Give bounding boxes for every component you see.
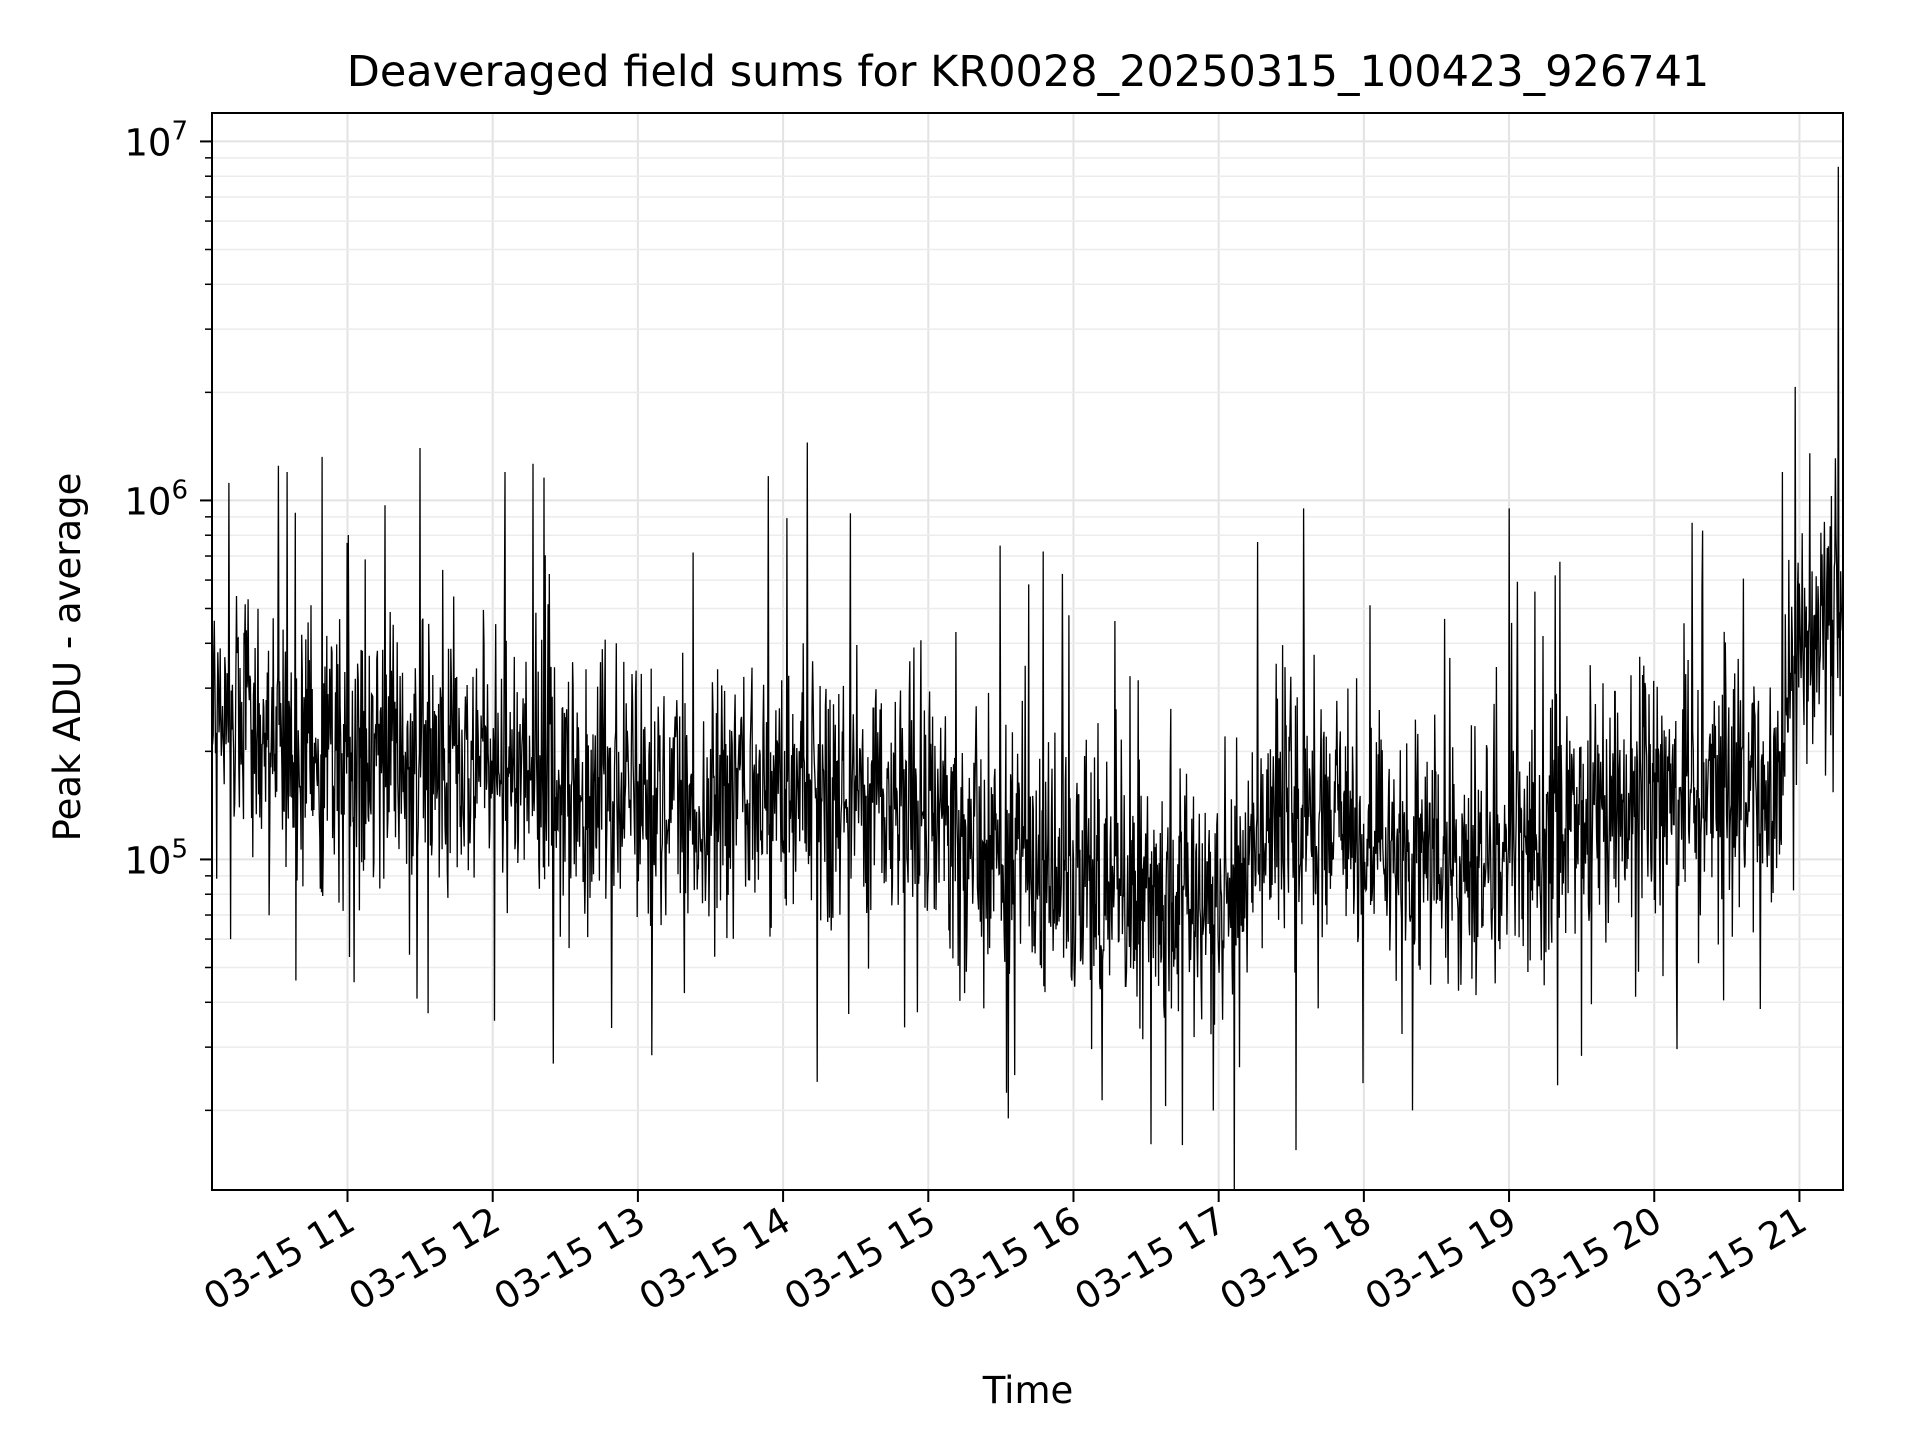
y-tick-exponent: 7 (171, 116, 188, 146)
x-tick-label: 03-15 13 (487, 1199, 653, 1319)
data-series (211, 166, 1844, 1191)
y-axis-label: Peak ADU - average (46, 473, 89, 842)
x-tick-label: 03-15 17 (1068, 1199, 1234, 1319)
plot-area-frame (211, 112, 1844, 1191)
x-tick-label: 03-15 19 (1358, 1199, 1524, 1319)
y-tick-base: 10 (124, 480, 171, 523)
x-tick-label: 03-15 21 (1648, 1199, 1814, 1319)
y-tick-exponent: 6 (171, 475, 188, 505)
y-tick-label: 107 (124, 116, 188, 164)
x-tick-label: 03-15 16 (922, 1199, 1088, 1319)
x-tick-label: 03-15 11 (196, 1199, 362, 1319)
series-line (211, 166, 1844, 1191)
y-tick-label: 106 (124, 475, 188, 523)
y-tick-base: 10 (124, 121, 171, 164)
x-tick-label: 03-15 15 (777, 1199, 943, 1319)
grid-lines (212, 113, 1843, 1190)
chart-title: Deaveraged field sums for KR0028_2025031… (347, 47, 1710, 97)
x-tick-label: 03-15 18 (1213, 1199, 1379, 1319)
y-tick-base: 10 (124, 839, 171, 882)
x-axis-label: Time (982, 1369, 1074, 1412)
y-tick-exponent: 5 (171, 834, 188, 864)
x-tick-label: 03-15 14 (632, 1199, 798, 1319)
y-tick-label: 105 (124, 834, 188, 882)
x-tick-label: 03-15 12 (342, 1199, 508, 1319)
x-tick-label: 03-15 20 (1503, 1199, 1669, 1319)
